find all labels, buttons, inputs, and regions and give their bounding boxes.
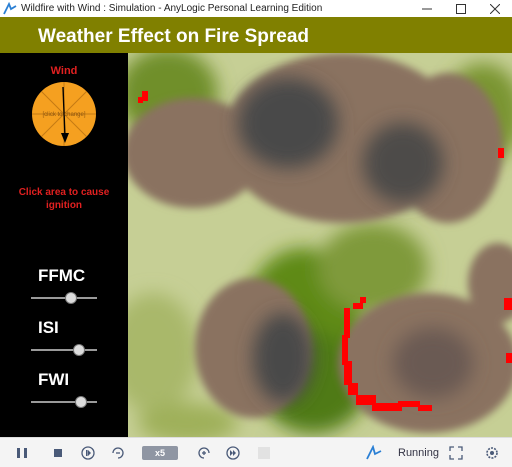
step-button[interactable] [80,445,96,461]
terrain-map[interactable] [128,53,512,437]
maximize-icon [456,3,466,14]
wind-label: Wind [50,65,78,77]
fire-grid[interactable] [128,53,512,437]
fwi-label: FWI [38,370,70,389]
slider-track [31,297,97,299]
wind-arrow [62,86,66,138]
run-to-icon [226,446,240,460]
ffmc-slider[interactable] [31,292,97,304]
burnt-cores [238,78,473,403]
wind-dial-hint: [click to change] [42,112,85,118]
ffmc-slider-knob[interactable] [64,292,77,304]
running-indicator [366,445,382,461]
fire-front [138,91,512,411]
close-icon [490,3,500,14]
experiment-settings-icon [486,447,498,459]
slower-icon [112,447,124,459]
maximize-button[interactable] [444,0,478,17]
disabled-icon [258,447,270,459]
minimize-icon [422,8,432,9]
anylogic-icon [3,1,17,14]
speed-indicator: x5 [142,446,178,460]
experiment-settings-button[interactable] [484,445,500,461]
minimize-button[interactable] [410,0,444,17]
window-titlebar: Wildfire with Wind : Simulation - AnyLog… [0,0,512,17]
wind-arrow-head [61,133,69,143]
fwi-slider-knob[interactable] [74,396,87,408]
ffmc-label: FFMC [38,266,86,285]
disabled-button [256,445,272,461]
slider-track [31,349,97,351]
close-button[interactable] [478,0,512,17]
fullscreen-button[interactable] [448,445,464,461]
fullscreen-icon [449,446,463,460]
running-indicator-icon [366,445,382,460]
pause-icon [17,448,27,458]
fwi-slider[interactable] [31,396,97,408]
run-to-button[interactable] [225,445,241,461]
wind-dial[interactable]: [click to change] [31,81,97,147]
ignition-hint: Click area to cause ignition [18,187,110,211]
simulation-toolbar: x5 Running [0,437,512,467]
stop-button[interactable] [50,445,66,461]
isi-slider[interactable] [31,344,97,356]
window-title: Wildfire with Wind : Simulation - AnyLog… [21,3,323,14]
status-text: Running [398,447,439,459]
pause-button[interactable] [14,445,30,461]
control-panel: Wind [click to change] Click area to cau… [0,53,128,437]
model-header: Weather Effect on Fire Spread [0,17,512,53]
isi-slider-knob[interactable] [72,344,85,356]
slower-button[interactable] [110,445,126,461]
slider-track [31,401,97,403]
faster-icon [198,447,210,459]
model-title: Weather Effect on Fire Spread [38,26,309,47]
stop-icon [54,449,62,457]
step-icon [81,446,95,460]
isi-label: ISI [38,318,59,337]
faster-button[interactable] [196,445,212,461]
